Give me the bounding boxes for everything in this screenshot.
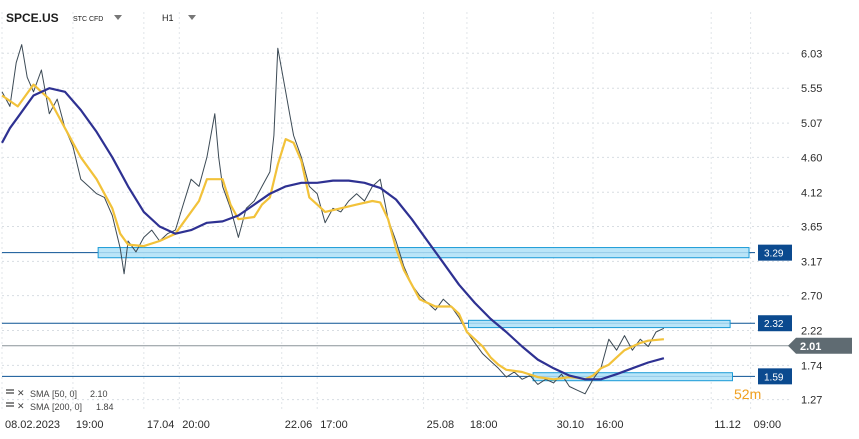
- x-tick-label: 17.04: [147, 419, 175, 431]
- y-tick-label: 4.12: [801, 187, 822, 199]
- level-zone[interactable]: [467, 319, 731, 329]
- x-tick-label: 25.08: [427, 419, 455, 431]
- current-price-label: 2.01: [800, 341, 821, 353]
- sma50-value: 2.10: [90, 389, 108, 399]
- axes: 6.03 5.55 5.07 4.60 4.12 3.65 3.17 2.70 2.22 1.74…: [5, 48, 852, 431]
- level-zone[interactable]: [97, 247, 750, 259]
- level-label: 2.32: [764, 319, 784, 330]
- x-tick-label: 08.02.2023: [5, 419, 60, 431]
- symbol-label[interactable]: SPCE.US: [6, 11, 59, 25]
- sma200-value: 1.84: [96, 402, 114, 412]
- grid: [1, 12, 790, 412]
- x-tick-label: 17:00: [320, 419, 348, 431]
- y-tick-label: 3.65: [801, 221, 822, 233]
- y-tick-label: 2.22: [801, 326, 822, 338]
- symbol-dropdown-icon[interactable]: [114, 15, 122, 20]
- menu-icon: [6, 402, 14, 404]
- menu-icon: [6, 389, 14, 391]
- period-watermark: 52m: [734, 386, 761, 402]
- y-tick-label: 6.03: [801, 48, 822, 60]
- current-price-label-bg: [788, 337, 852, 354]
- sma50-line[interactable]: [1, 83, 665, 381]
- sma200-params: [200, 0]: [52, 402, 82, 412]
- y-tick-label: 4.60: [801, 152, 822, 164]
- sma200-line[interactable]: [1, 87, 665, 381]
- y-tick-label: 3.17: [801, 256, 822, 268]
- sma50-legend[interactable]: ✕ SMA [50, 0] 2.10: [6, 388, 108, 399]
- timeframe-label[interactable]: H1: [162, 13, 174, 23]
- menu-icon-bar: [6, 405, 14, 407]
- x-tick-label: 11.12: [714, 419, 741, 431]
- x-tick-label: 30.10: [557, 419, 585, 431]
- x-tick-label: 19:00: [76, 419, 104, 431]
- close-icon[interactable]: ✕: [17, 388, 25, 398]
- level-label-bg: [758, 368, 792, 385]
- x-tick-label: 16:00: [596, 419, 624, 431]
- level-label: 3.29: [764, 249, 784, 260]
- legend: ✕ SMA [50, 0] 2.10 ✕ SMA [200, 0] 1.84: [6, 388, 114, 412]
- timeframe-dropdown-icon[interactable]: [188, 15, 196, 20]
- price-line[interactable]: [1, 44, 665, 395]
- instrument-type-label: STC CFD: [73, 16, 103, 23]
- y-tick-label: 2.70: [801, 291, 822, 303]
- menu-icon-bar: [6, 392, 14, 394]
- sma200-label: SMA: [30, 402, 50, 412]
- level-label-bg: [758, 244, 792, 261]
- x-tick-label: 20:00: [182, 419, 210, 431]
- y-tick-label: 1.27: [801, 395, 822, 407]
- level-label: 1.59: [764, 372, 784, 383]
- sma50-params: [50, 0]: [52, 389, 77, 399]
- sma50-label: SMA: [30, 389, 50, 399]
- y-tick-label: 5.55: [801, 83, 822, 95]
- sma200-legend[interactable]: ✕ SMA [200, 0] 1.84: [6, 401, 114, 412]
- y-tick-label: 1.74: [801, 360, 822, 372]
- level-label-bg: [758, 315, 792, 332]
- x-tick-label: 18:00: [470, 419, 498, 431]
- series-lines: [1, 44, 665, 395]
- y-tick-label: 5.07: [801, 118, 822, 130]
- level-zones: [2, 247, 792, 382]
- close-icon[interactable]: ✕: [17, 401, 25, 411]
- x-tick-label: 09:00: [754, 419, 782, 431]
- x-tick-label: 22.06: [285, 419, 313, 431]
